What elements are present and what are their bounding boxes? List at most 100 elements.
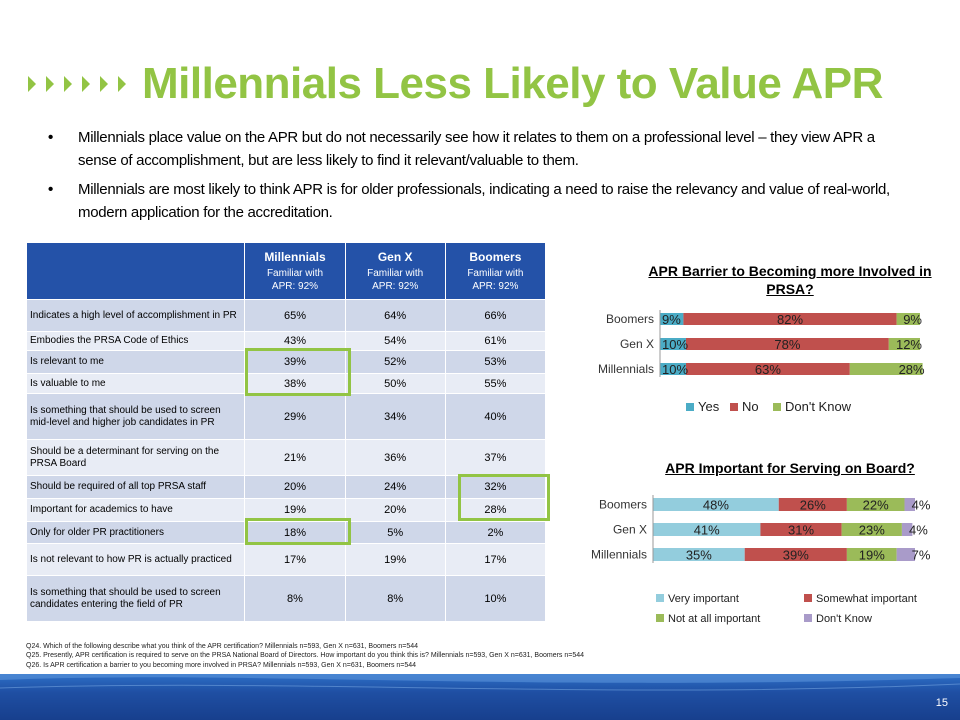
cell-genx: 20%	[344, 498, 446, 522]
row-label: Indicates a high level of accomplishment…	[25, 299, 246, 332]
footnote: Q25. Presently, APR certification is req…	[26, 652, 585, 660]
data-label: 78%	[774, 337, 800, 352]
data-label: 63%	[755, 362, 781, 377]
bullet-item: • Millennials place value on the APR but…	[48, 126, 914, 172]
header-sub: APR: 92%	[372, 280, 419, 292]
cell-boomers: 32%	[444, 475, 547, 499]
bar-segment	[849, 363, 923, 375]
table-header-row: Millennials Familiar with APR: 92% Gen X…	[25, 242, 547, 300]
bar-segment	[896, 548, 915, 561]
header-sub: Familiar with	[266, 267, 324, 279]
bar-segment	[778, 498, 847, 511]
cell-millennials: 38%	[244, 373, 346, 394]
data-label: 39%	[783, 548, 809, 563]
cell-genx: 36%	[344, 439, 446, 476]
header-group: Millennials	[264, 249, 326, 264]
bar-segment	[660, 363, 686, 375]
bar-segment	[653, 498, 779, 511]
bar-segment	[846, 498, 905, 511]
bar-segment	[841, 523, 902, 536]
row-label: Important for academics to have	[25, 498, 246, 522]
bar-segment	[901, 523, 913, 536]
bullet-text: Millennials place value on the APR but d…	[78, 129, 875, 169]
data-label: 35%	[686, 548, 712, 563]
cell-genx: 54%	[344, 331, 446, 351]
cell-boomers: 37%	[444, 439, 547, 476]
cell-boomers: 66%	[444, 299, 547, 332]
board-importance-chart: Boomers 48% 26% 22% 4% Gen X 41% 31% 23% 4% Millen…	[591, 495, 931, 625]
header-group: Boomers	[469, 249, 522, 264]
data-label: 28%	[899, 362, 925, 377]
legend-label: Don't Know	[816, 613, 872, 625]
chart1-title: APR Barrier to Becoming more Involved in…	[648, 263, 932, 297]
header-sub: Familiar with	[367, 267, 424, 279]
cell-genx: 8%	[344, 575, 446, 622]
cell-genx: 5%	[344, 521, 446, 544]
footnote: Q26. Is APR certification a barrier to y…	[26, 661, 417, 669]
arrow-icon	[100, 76, 108, 92]
table-row: Is something that should be used to scre…	[25, 393, 547, 440]
bar-segment	[660, 338, 686, 350]
data-label: 9%	[662, 312, 681, 327]
bar-segment	[660, 313, 684, 325]
bar-segment	[888, 338, 920, 350]
header-sub: APR: 92%	[271, 280, 319, 292]
data-label: 7%	[912, 548, 931, 563]
arrow-icon	[82, 76, 90, 92]
table-row: Should be a determinant for serving on t…	[25, 439, 547, 476]
data-label: 41%	[694, 523, 720, 538]
title-arrows	[26, 74, 128, 94]
category-label: Gen X	[620, 337, 654, 351]
bar-segment	[846, 548, 897, 561]
legend-label: Very important	[668, 593, 739, 605]
cell-genx: 50%	[344, 373, 446, 394]
cell-boomers: 53%	[444, 350, 547, 374]
arrow-icon	[28, 76, 36, 92]
row-label: Embodies the PRSA Code of Ethics	[25, 331, 246, 351]
highlight-box-boomers	[458, 474, 550, 521]
header-sub: APR: 92%	[472, 280, 519, 292]
data-label: 10%	[662, 337, 688, 352]
category-label: Boomers	[599, 498, 647, 512]
row-label: Is something that should be used to scre…	[25, 575, 246, 622]
table-row: Should be required of all top PRSA staff…	[25, 475, 547, 499]
data-label: 82%	[777, 312, 803, 327]
arrow-icon	[118, 76, 126, 92]
cell-genx: 34%	[344, 393, 446, 440]
category-label: Boomers	[606, 312, 654, 326]
page-number: 15	[935, 697, 948, 709]
table-row: Is not relevant to how PR is actually pr…	[25, 543, 547, 576]
bullet-dot-icon: •	[48, 181, 53, 198]
table-header-blank	[25, 242, 246, 300]
row-label: Is valuable to me	[25, 373, 246, 394]
cell-boomers: 17%	[444, 543, 547, 576]
cell-millennials: 8%	[244, 575, 346, 622]
table-row: Is relevant to me 39% 52% 53%	[25, 350, 547, 374]
cell-millennials: 17%	[244, 543, 346, 576]
legend-swatch	[656, 594, 664, 602]
bullet-dot-icon: •	[48, 129, 53, 146]
bar-segment	[683, 313, 897, 325]
cell-millennials: 43%	[244, 331, 346, 351]
arrow-icon	[64, 76, 72, 92]
footnotes: Q24. Which of the following describe wha…	[26, 642, 946, 670]
data-label: 10%	[662, 362, 688, 377]
bar-segment	[686, 338, 889, 350]
legend-swatch	[804, 614, 812, 622]
data-label: 31%	[788, 523, 814, 538]
cell-millennials: 21%	[244, 439, 346, 476]
cell-millennials: 29%	[244, 393, 346, 440]
category-label: Millennials	[591, 548, 647, 562]
header-group: Gen X	[377, 249, 413, 264]
title-row: Millennials Less Likely to Value APR	[26, 58, 883, 110]
table-row: Is valuable to me 38% 50% 55%	[25, 373, 547, 394]
highlight-box-relevance	[245, 348, 351, 396]
category-label: Gen X	[613, 523, 647, 537]
table-header-millennials: Millennials Familiar with APR: 92%	[244, 242, 346, 300]
table-row: Is something that should be used to scre…	[25, 575, 547, 622]
cell-boomers: 10%	[444, 575, 547, 622]
legend-label: Not at all important	[668, 613, 760, 625]
cell-boomers: 61%	[444, 331, 547, 351]
bar-segment	[904, 498, 915, 511]
bullet-text: Millennials are most likely to think APR…	[78, 181, 890, 221]
